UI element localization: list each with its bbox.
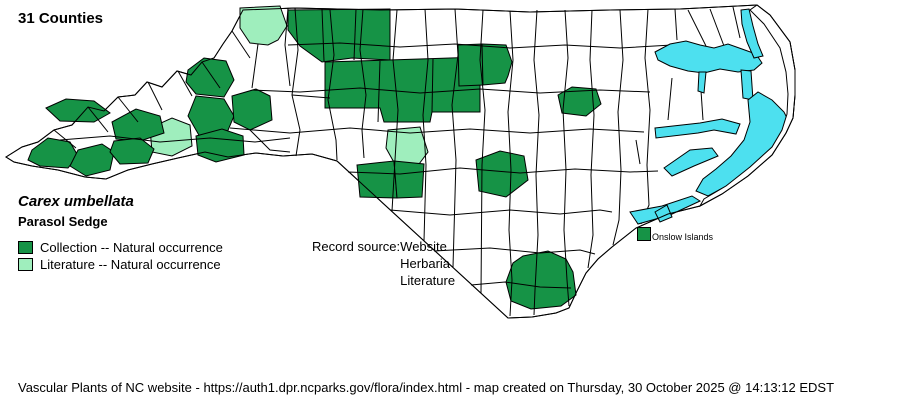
county-region-dark: [185, 57, 235, 98]
literature-swatch: [18, 258, 33, 271]
county-region-dark: [457, 43, 484, 87]
county-boundary-line: [177, 70, 193, 97]
county-region-dark: [356, 160, 398, 199]
record-source-label: Record source:: [312, 239, 401, 254]
county-boundary-line: [87, 106, 109, 133]
county-boundary-line: [674, 8, 678, 41]
county-region-dark: [111, 108, 165, 142]
county-boundary-line: [635, 139, 641, 165]
county-boundary-line: [507, 10, 514, 317]
county-boundary-line: [53, 129, 77, 149]
county-boundary-line: [709, 8, 725, 47]
county-boundary-line: [687, 9, 707, 47]
county-region-dark: [505, 250, 577, 310]
county-boundary-line: [612, 9, 624, 246]
water-polygon: [654, 40, 763, 74]
onslow-islands-swatch: [637, 227, 651, 241]
county-boundary-line: [391, 9, 399, 212]
record-source-value: Literature: [400, 273, 456, 288]
water-polygon: [740, 69, 754, 101]
county-boundary-line: [284, 7, 291, 87]
county-boundary-line: [353, 8, 357, 61]
scientific-name: Carex umbellata: [18, 193, 134, 210]
county-boundary-line: [377, 60, 381, 123]
county-region-dark: [69, 143, 115, 177]
legend-label-literature: Literature -- Natural occurrence: [40, 257, 221, 272]
county-boundary-line: [470, 281, 572, 289]
county-region-dark: [231, 88, 273, 131]
water-polygon: [663, 147, 719, 177]
county-boundary-line: [359, 8, 367, 159]
county-boundary-line: [251, 87, 651, 94]
common-name: Parasol Sedge: [18, 214, 108, 229]
legend-row-literature: Literature -- Natural occurrence: [18, 256, 223, 273]
county-boundary-line: [147, 81, 163, 111]
species-block: Carex umbellata Parasol Sedge: [18, 193, 134, 229]
county-boundary-line: [479, 9, 486, 294]
county-region-dark: [475, 150, 529, 198]
county-boundary-line: [249, 129, 291, 153]
county-boundary-line: [287, 42, 673, 49]
county-boundary-line: [667, 77, 673, 121]
footer-credit: Vascular Plants of NC website - https://…: [18, 380, 835, 395]
county-boundary-line: [433, 247, 596, 255]
county-boundary-line: [422, 8, 429, 242]
water-polygon: [654, 118, 741, 139]
county-region-dark: [109, 137, 155, 165]
record-source-value: Website: [400, 239, 447, 254]
county-boundary-line: [321, 8, 325, 62]
county-region-light: [239, 5, 288, 46]
county-count-title: 31 Counties: [18, 10, 104, 27]
record-source-block: Record source: Website Herbaria Literatu…: [312, 239, 455, 290]
county-boundary-line: [347, 167, 659, 175]
county-boundary-line: [533, 9, 540, 316]
record-source-value: Herbaria: [400, 256, 451, 271]
state-outline-stroke: [5, 4, 796, 319]
record-source-values: Website Herbaria Literature: [400, 239, 455, 290]
county-region-dark: [393, 160, 425, 199]
county-boundary-line: [117, 96, 139, 123]
county-boundary-line: [229, 127, 645, 134]
county-region-dark: [195, 128, 245, 163]
collection-swatch: [18, 241, 33, 254]
county-boundary-line: [201, 61, 221, 89]
county-boundary-line: [732, 6, 741, 39]
county-boundary-line: [291, 94, 331, 99]
county-boundary-line: [431, 58, 434, 113]
county-boundary-line: [231, 30, 251, 59]
onslow-islands-label: Onslow Islands: [652, 232, 714, 242]
county-boundary-line: [640, 8, 651, 225]
legend: Collection -- Natural occurrence Literat…: [18, 239, 223, 273]
water-polygon: [697, 71, 707, 94]
legend-label-collection: Collection -- Natural occurrence: [40, 240, 223, 255]
county-region-dark: [557, 86, 602, 117]
legend-row-collection: Collection -- Natural occurrence: [18, 239, 223, 256]
county-boundary-line: [251, 43, 259, 89]
county-region-dark: [324, 56, 481, 123]
county-boundary-line: [327, 9, 338, 161]
county-region-dark: [45, 98, 111, 123]
county-boundary-line: [389, 209, 613, 216]
county-region-dark: [287, 8, 391, 63]
county-boundary-line: [587, 9, 595, 269]
water-polygon: [740, 8, 764, 59]
county-boundary-line: [451, 8, 459, 268]
